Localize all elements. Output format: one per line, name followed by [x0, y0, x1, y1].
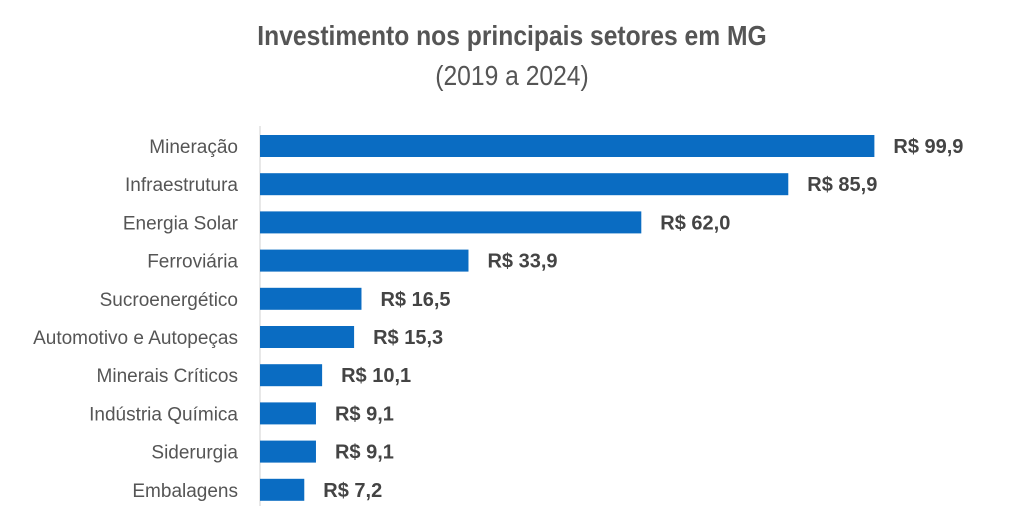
data-label: R$ 7,2 [323, 480, 382, 502]
bar [260, 249, 469, 272]
data-label: R$ 99,9 [893, 136, 963, 158]
data-label: R$ 62,0 [660, 212, 730, 234]
category-label: Energia Solar [123, 213, 239, 234]
chart-title: Investimento nos principais setores em M… [257, 20, 767, 51]
data-label: R$ 15,3 [373, 327, 443, 349]
category-label: Embalagens [132, 481, 238, 502]
bar [260, 173, 789, 196]
bar [260, 402, 316, 425]
category-label: Automotivo e Autopeças [33, 328, 238, 349]
data-label: R$ 16,5 [380, 289, 450, 311]
bar [260, 326, 355, 348]
category-label: Mineração [149, 137, 238, 158]
bar [260, 211, 642, 234]
bar [260, 135, 875, 157]
category-label: Ferroviária [147, 252, 238, 273]
category-label: Indústria Química [89, 404, 238, 425]
bar [260, 440, 316, 463]
category-label: Minerais Críticos [97, 366, 238, 387]
category-label: Sucroenergético [100, 290, 238, 311]
bar [260, 478, 305, 501]
data-label: R$ 10,1 [341, 365, 411, 387]
category-label: Infraestrutura [125, 175, 238, 196]
data-label: R$ 9,1 [335, 442, 394, 464]
data-label: R$ 85,9 [807, 174, 877, 196]
category-label: Siderurgia [151, 443, 238, 464]
bar [260, 287, 362, 310]
data-label: R$ 9,1 [335, 403, 394, 425]
bar [260, 364, 323, 387]
data-label: R$ 33,9 [487, 251, 557, 273]
chart-subtitle: (2019 a 2024) [435, 60, 589, 91]
